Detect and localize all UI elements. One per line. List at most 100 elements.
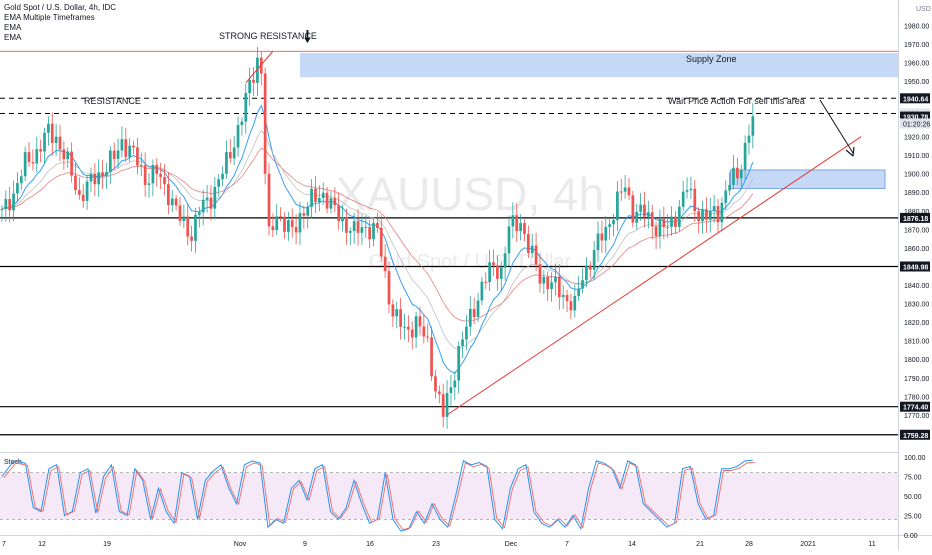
price-level-bg-0 [900,93,930,104]
candle-2 [8,186,12,223]
candle-body-138 [534,245,538,265]
candle-body-156 [604,226,608,241]
candle-81 [314,176,317,213]
candle-body-29 [112,150,116,159]
candle-71 [275,203,279,235]
candle-body-175 [677,206,681,227]
candle-body-20 [77,190,81,195]
candle-194 [751,103,755,149]
candle-body-137 [530,245,534,254]
candle-body-93 [360,227,364,233]
candle-body-131 [507,226,511,254]
candle-40 [155,158,159,187]
time-label-10: 21 [696,541,704,548]
candle-body-151 [585,265,588,281]
candle-9 [35,136,39,173]
time-label-2: 19 [103,541,111,548]
candle-19 [74,163,77,195]
wait-price-action-label: Wait Price Action For sell this area [668,96,805,106]
legend-indicator-2[interactable]: EMA [4,23,22,32]
candle-142 [550,272,553,302]
candle-96 [372,217,375,247]
candle-160 [619,178,623,201]
candle-82 [317,185,321,212]
price-level-text-3: 1876.18 [903,216,928,223]
candle-body-78 [302,213,306,216]
candle-body-98 [379,227,383,257]
candle-186 [720,197,724,232]
candle-10 [39,139,42,163]
candle-body-11 [43,132,46,152]
candle-166 [643,191,646,228]
candle-body-181 [701,209,704,222]
stoch-tick-2: 50.00 [904,494,922,501]
candle-18 [70,142,73,183]
candle-body-72 [279,216,282,218]
price-level-bg-6 [900,429,930,440]
candle-25 [97,159,101,197]
legend-indicator-3[interactable]: EMA [4,33,22,42]
candle-body-3 [12,193,15,211]
candle-body-66 [256,57,259,83]
candle-body-180 [697,211,701,222]
candle-37 [143,152,147,197]
candle-body-160 [619,191,623,193]
candle-100 [387,261,391,314]
candle-138 [534,232,538,272]
candle-162 [627,178,631,201]
price-axis-border [898,0,899,550]
candle-body-8 [31,162,35,164]
price-level-bg-3 [900,212,930,223]
candle-105 [407,314,410,343]
candle-191 [739,164,743,188]
candle-body-80 [310,188,313,207]
candle-body-185 [716,206,720,223]
candle-31 [120,126,124,158]
candle-22 [85,175,89,210]
candle-79 [306,201,310,229]
legend-indicator-1[interactable]: EMA Multiple Timeframes [4,13,95,22]
candle-175 [677,200,681,232]
price-tick-3: 1950.00 [904,79,929,86]
candle-body-0 [0,208,4,210]
candle-69 [267,163,271,236]
candle-body-65 [252,79,255,83]
candle-body-6 [23,152,27,177]
candle-body-133 [515,215,519,232]
candle-104 [403,313,406,340]
candle-body-146 [565,294,569,302]
candle-body-27 [105,172,108,177]
candle-178 [689,176,693,200]
candle-body-99 [383,256,387,272]
candle-5 [19,169,23,191]
candle-body-172 [666,226,670,228]
time-label-8: 7 [565,541,569,548]
candle-body-24 [93,173,97,185]
candle-62 [240,117,244,136]
candle-176 [681,180,685,212]
candle-body-77 [298,213,302,233]
time-label-11: 28 [745,541,753,548]
candle-body-107 [414,316,418,338]
candle-body-104 [403,326,406,328]
candle-body-142 [550,282,553,289]
candle-body-140 [542,276,546,284]
candle-body-26 [101,172,104,177]
price-level-bg-4 [900,261,930,272]
candle-body-111 [430,337,433,377]
price-level-bg-2 [900,111,930,122]
candle-body-81 [314,188,317,203]
candle-body-22 [85,181,89,201]
candle-126 [488,249,491,292]
candle-68 [263,67,267,185]
candle-body-132 [511,215,515,227]
watermark-name: Gold Spot / U.S. Dollar [369,251,572,273]
candle-192 [743,135,747,181]
price-level-text-5: 1774.40 [903,405,928,412]
candle-145 [561,285,565,309]
candle-59 [228,139,232,164]
candle-123 [476,292,480,322]
candle-body-190 [736,167,739,179]
candle-120 [465,314,468,351]
